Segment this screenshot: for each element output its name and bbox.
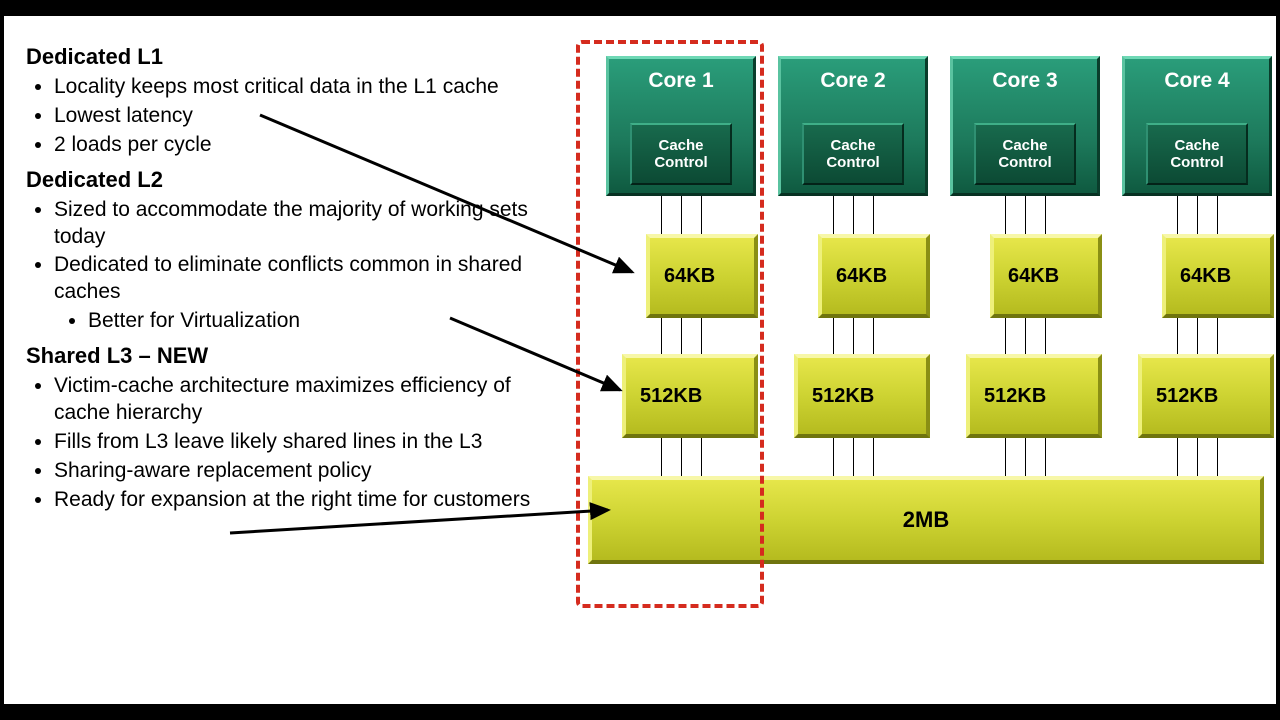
connector-line <box>1177 318 1178 354</box>
highlight-box <box>576 40 764 608</box>
connector-line <box>833 318 834 354</box>
l3-bullet: Victim-cache architecture maximizes effi… <box>54 373 556 427</box>
connector-line <box>1177 438 1178 476</box>
connector-line <box>1025 318 1026 354</box>
core-label: Core 2 <box>781 69 925 93</box>
connector-line <box>1197 196 1198 234</box>
connector-line <box>833 196 834 234</box>
connector-line <box>1217 318 1218 354</box>
core-block: Core 4 Cache Control <box>1122 56 1272 196</box>
connector-line <box>1177 196 1178 234</box>
l1-bullet: Locality keeps most critical data in the… <box>54 74 556 101</box>
connector-line <box>853 318 854 354</box>
l2-bullet: Sized to accommodate the majority of wor… <box>54 197 556 251</box>
l3-bullet: Fills from L3 leave likely shared lines … <box>54 429 556 456</box>
l1-title: Dedicated L1 <box>26 44 556 70</box>
core-label: Core 3 <box>953 69 1097 93</box>
connector-line <box>853 438 854 476</box>
l1-bullets: Locality keeps most critical data in the… <box>26 74 556 159</box>
l2-cache-block: 512KB <box>1138 354 1274 438</box>
l1-cache-block: 64KB <box>1162 234 1274 318</box>
l2-title: Dedicated L2 <box>26 167 556 193</box>
l2-bullet-text: Dedicated to eliminate conflicts common … <box>54 253 522 303</box>
core-label: Core 4 <box>1125 69 1269 93</box>
l1-bullet: 2 loads per cycle <box>54 132 556 159</box>
l3-title: Shared L3 – NEW <box>26 343 556 369</box>
connector-line <box>1025 196 1026 234</box>
connector-line <box>873 196 874 234</box>
l2-sub-bullet: Better for Virtualization <box>88 308 556 335</box>
l3-bullet: Ready for expansion at the right time fo… <box>54 487 556 514</box>
cache-diagram: Core 1Cache Control64KB512KBCore 2Cache … <box>564 56 1264 676</box>
core-block: Core 2 Cache Control <box>778 56 928 196</box>
connector-line <box>1217 438 1218 476</box>
connector-line <box>1045 438 1046 476</box>
cache-control-block: Cache Control <box>802 123 904 185</box>
connector-line <box>1045 196 1046 234</box>
core-block: Core 3 Cache Control <box>950 56 1100 196</box>
l3-bullet: Sharing-aware replacement policy <box>54 458 556 485</box>
l1-cache-block: 64KB <box>990 234 1102 318</box>
slide: Dedicated L1 Locality keeps most critica… <box>4 16 1276 704</box>
l1-cache-block: 64KB <box>818 234 930 318</box>
connector-line <box>1005 438 1006 476</box>
connector-line <box>853 196 854 234</box>
l2-cache-block: 512KB <box>794 354 930 438</box>
l3-bullets: Victim-cache architecture maximizes effi… <box>26 373 556 513</box>
connector-line <box>1005 196 1006 234</box>
connector-line <box>1005 318 1006 354</box>
connector-line <box>1217 196 1218 234</box>
connector-line <box>1197 318 1198 354</box>
connector-line <box>873 438 874 476</box>
l2-bullet: Dedicated to eliminate conflicts common … <box>54 252 556 335</box>
connector-line <box>833 438 834 476</box>
connector-line <box>1025 438 1026 476</box>
connector-line <box>1197 438 1198 476</box>
l2-sub-bullets: Better for Virtualization <box>54 308 556 335</box>
text-column: Dedicated L1 Locality keeps most critica… <box>26 44 556 517</box>
connector-line <box>873 318 874 354</box>
l1-bullet: Lowest latency <box>54 103 556 130</box>
cache-control-block: Cache Control <box>974 123 1076 185</box>
connector-line <box>1045 318 1046 354</box>
cache-control-block: Cache Control <box>1146 123 1248 185</box>
l2-cache-block: 512KB <box>966 354 1102 438</box>
l2-bullets: Sized to accommodate the majority of wor… <box>26 197 556 335</box>
